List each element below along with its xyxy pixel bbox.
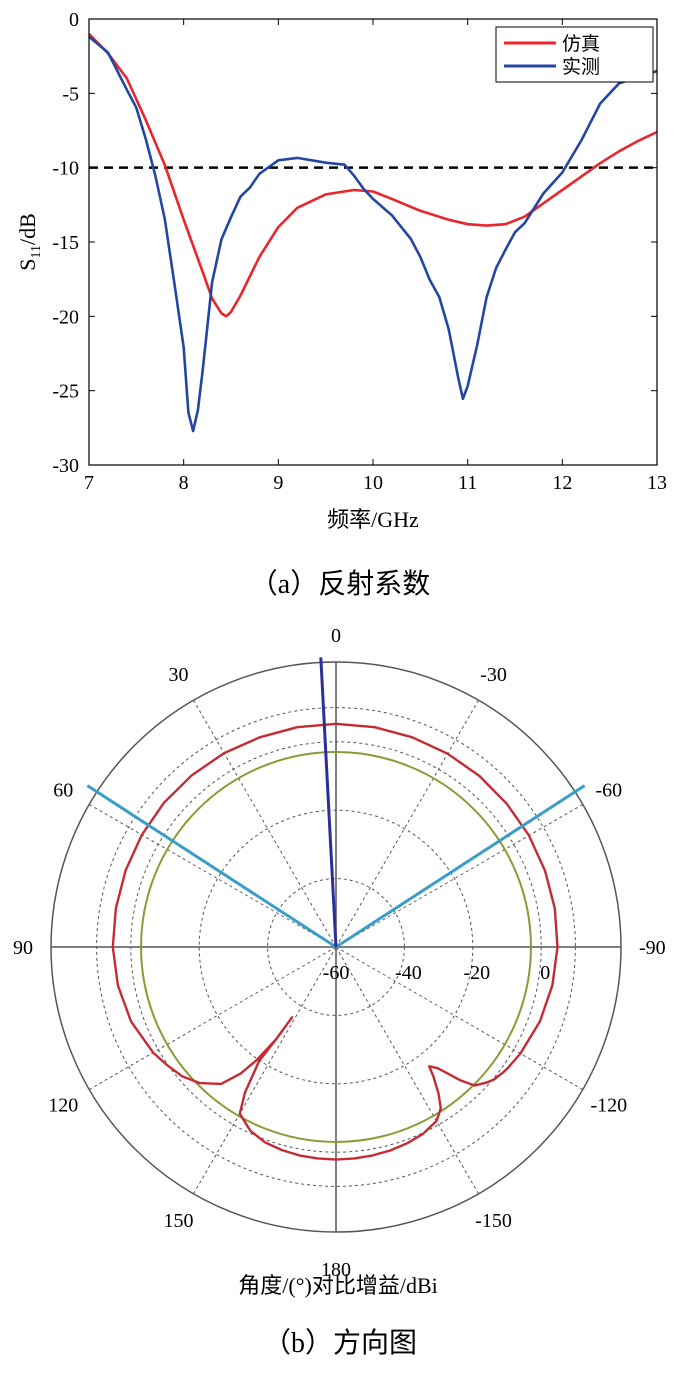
x-tick-label: 10 bbox=[363, 472, 383, 494]
polar-spoke bbox=[88, 804, 337, 948]
polar-angle-label: 180 bbox=[321, 1259, 351, 1281]
polar-angle-label: -120 bbox=[590, 1095, 627, 1117]
y-tick-label: -20 bbox=[52, 306, 79, 328]
y-axis-label-unit: /dB bbox=[15, 213, 40, 245]
x-tick-label: 12 bbox=[552, 472, 572, 494]
y-tick-label: -30 bbox=[52, 455, 79, 477]
polar-angle-label: -150 bbox=[475, 1210, 512, 1232]
series-line-sim bbox=[88, 32, 658, 318]
polar-r-tick-label: -40 bbox=[395, 962, 422, 984]
beam-edge-line bbox=[86, 784, 337, 949]
beam-edge-line bbox=[335, 784, 586, 949]
y-axis-label: S11/dB bbox=[15, 213, 44, 271]
polar-angle-label: 120 bbox=[48, 1095, 78, 1117]
polar-spoke bbox=[335, 699, 479, 948]
series-line-meas bbox=[88, 35, 658, 433]
y-axis-label-main: S bbox=[15, 259, 40, 271]
caption-b: （b）方向图 bbox=[263, 1327, 417, 1359]
legend-label-meas: 实测 bbox=[562, 56, 600, 78]
y-tick-label: -15 bbox=[52, 232, 79, 254]
reference-circle bbox=[140, 751, 532, 1143]
polar-angle-label: 60 bbox=[53, 780, 73, 802]
polar-angle-label: 30 bbox=[169, 664, 189, 686]
chart-a: 7 8 9 10 11 12 13 0 -5 -10 -15 -20 -25 -30 仿真 实测 频率/G… bbox=[15, 9, 667, 600]
x-tick-label: 11 bbox=[458, 472, 477, 494]
plot-frame bbox=[88, 18, 658, 466]
x-axis-label: 频率/GHz bbox=[327, 507, 419, 532]
polar-angle-label: 90 bbox=[13, 937, 33, 959]
polar-angle-label: 0 bbox=[331, 625, 341, 647]
polar-r-tick-label: -60 bbox=[323, 962, 350, 984]
legend-label-sim: 仿真 bbox=[562, 33, 600, 55]
polar-angle-label: -90 bbox=[639, 937, 666, 959]
chart-b: -60 -40 -20 0 0 -30 -60 -90 -120 -150 180 150 120 90 6… bbox=[13, 625, 666, 1359]
y-axis-label-sub: 11 bbox=[29, 245, 44, 258]
x-tick-label: 8 bbox=[179, 472, 189, 494]
polar-angle-label: -30 bbox=[480, 664, 507, 686]
polar-spoke bbox=[88, 946, 337, 1090]
legend-box bbox=[495, 26, 654, 83]
pattern-curve bbox=[111, 722, 559, 1161]
y-tick-label: -25 bbox=[52, 381, 79, 403]
polar-r-tick-label: 0 bbox=[540, 962, 550, 984]
x-tick-label: 7 bbox=[84, 472, 94, 494]
x-tick-label: 13 bbox=[647, 472, 667, 494]
y-tick-label: 0 bbox=[69, 9, 79, 31]
polar-angle-label: 150 bbox=[164, 1210, 194, 1232]
y-tick-label: -5 bbox=[62, 83, 79, 105]
pointer-line bbox=[319, 657, 338, 948]
polar-r-tick-label: -20 bbox=[463, 962, 490, 984]
caption-a: （a）反射系数 bbox=[250, 568, 430, 600]
polar-angle-label: -60 bbox=[595, 780, 622, 802]
y-tick-label: -10 bbox=[52, 158, 79, 180]
polar-spoke bbox=[193, 699, 337, 948]
x-tick-label: 9 bbox=[273, 472, 283, 494]
legend: 仿真 实测 bbox=[495, 26, 654, 83]
polar-axis-label: 角度/(°)对比增益/dBi bbox=[238, 1273, 437, 1298]
